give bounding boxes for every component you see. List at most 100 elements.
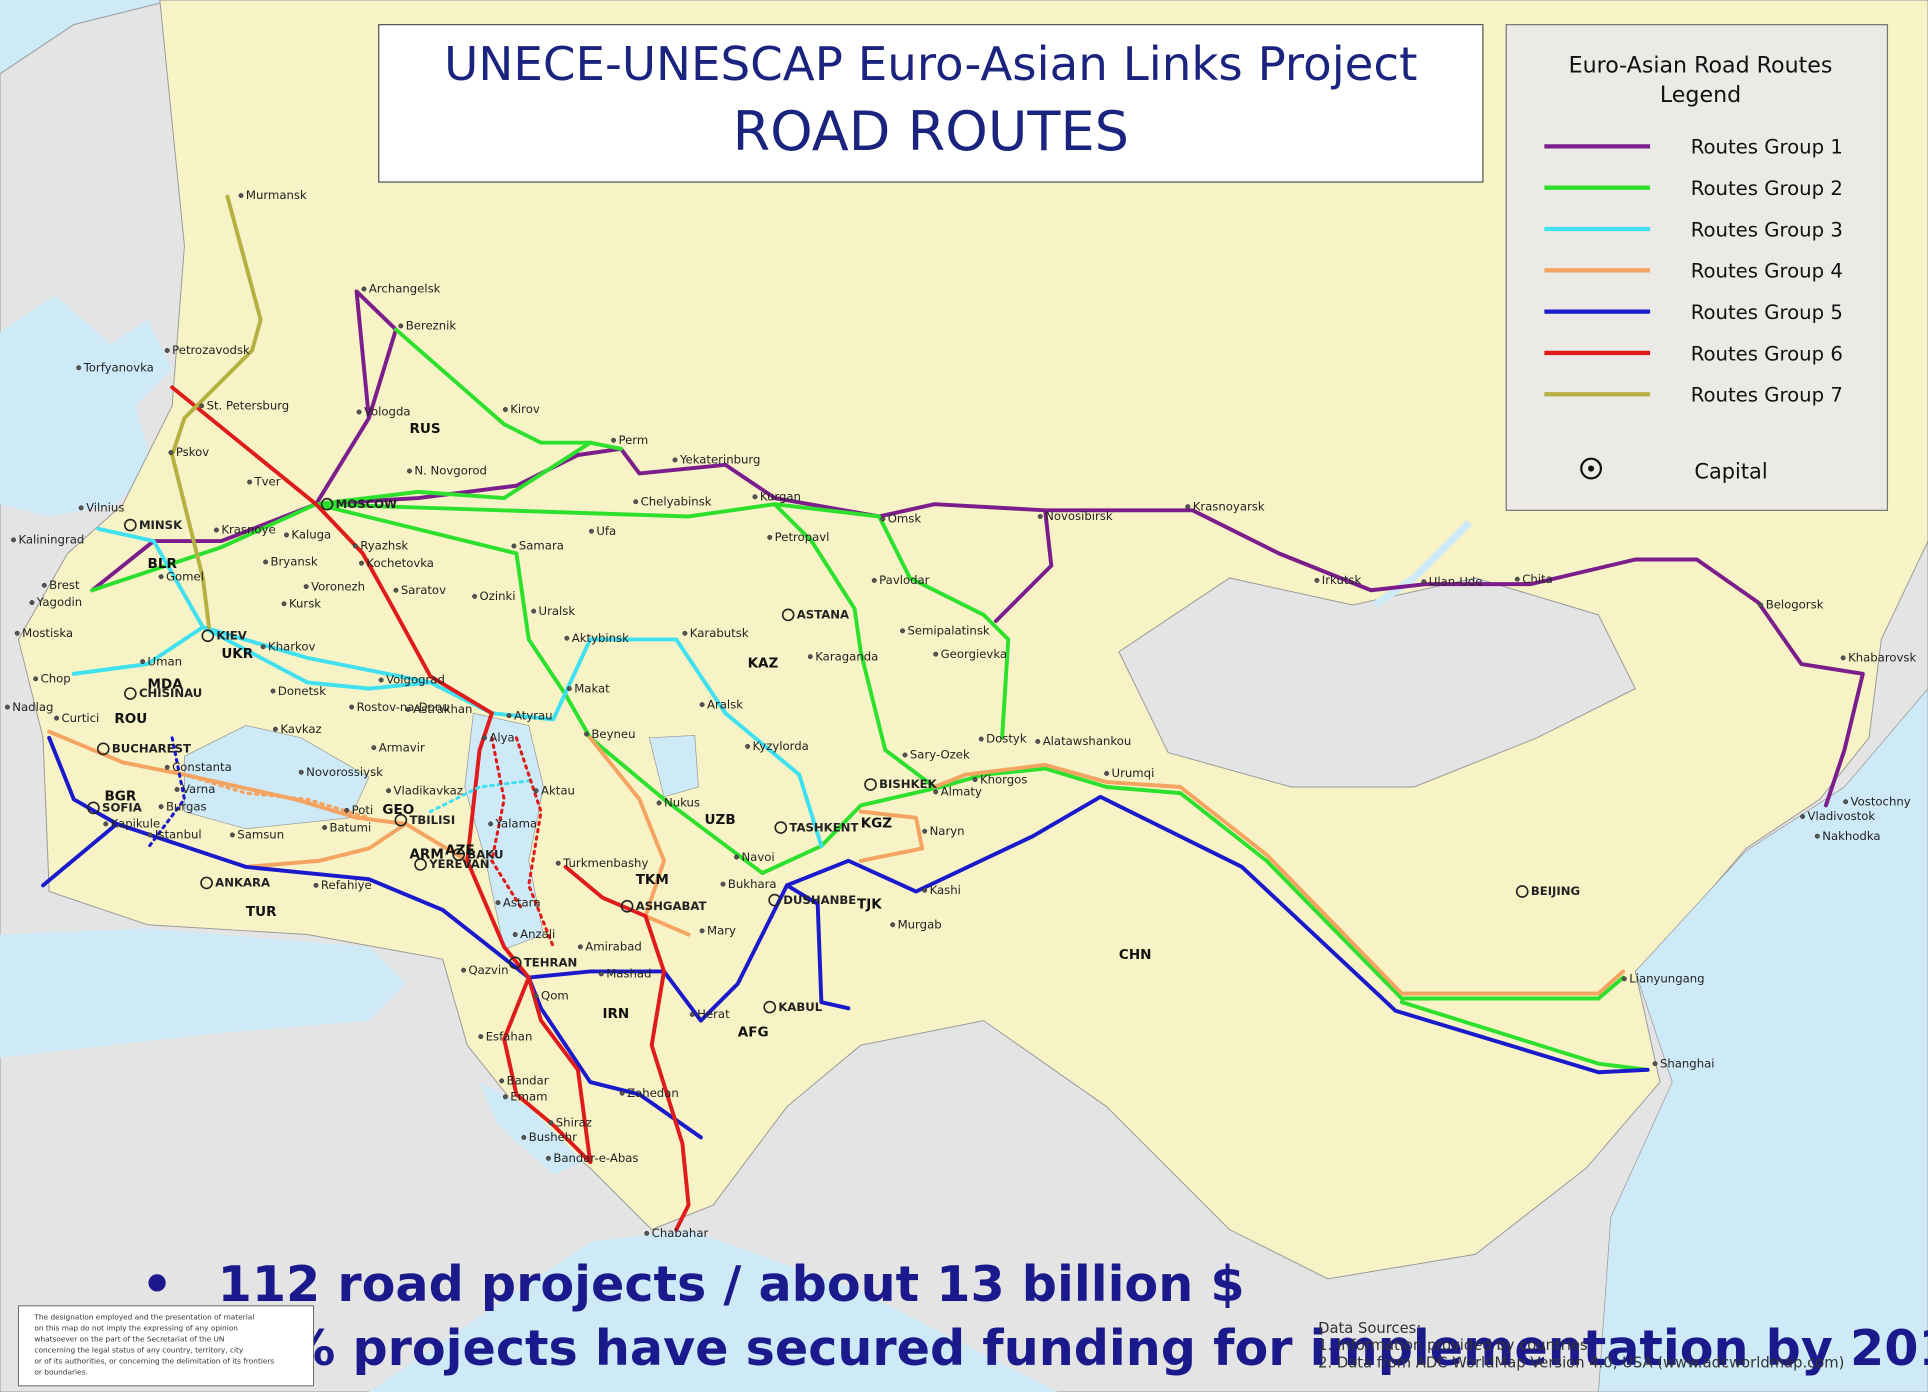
city-marker: [4, 704, 10, 710]
city-marker: [398, 323, 404, 329]
place-label: Chita: [1522, 572, 1553, 586]
city-marker: [495, 900, 501, 906]
city-marker: [699, 702, 705, 708]
place-label: Mostiska: [22, 626, 73, 640]
capital-marker: [394, 813, 408, 827]
place-label: Astrakhan: [413, 702, 472, 716]
country-label: TKM: [636, 872, 669, 888]
capital-symbol: [1580, 457, 1603, 480]
capital-marker: [763, 1000, 777, 1014]
place-label: BUCHAREST: [112, 742, 191, 756]
capital-symbol-dot: [1588, 465, 1595, 472]
city-marker: [313, 882, 319, 888]
city-marker: [633, 499, 639, 505]
place-label: Navoi: [741, 850, 774, 864]
place-label: Aralsk: [707, 697, 743, 711]
city-marker: [933, 789, 939, 795]
city-marker: [482, 735, 487, 741]
capital-marker: [96, 742, 110, 756]
country-label: UKR: [221, 646, 253, 662]
legend-title: Euro-Asian Road Routes: [1569, 53, 1833, 79]
place-label: Sary-Ozek: [910, 748, 970, 762]
city-marker: [1652, 1061, 1658, 1067]
place-label: Makat: [574, 681, 610, 695]
place-label: KABUL: [778, 1000, 822, 1014]
city-marker: [199, 403, 205, 409]
title-box: UNECE-UNESCAP Euro-Asian Links Project R…: [378, 24, 1484, 183]
route: [200, 625, 433, 691]
city-marker: [11, 537, 16, 543]
place-label: Nakhodka: [1822, 829, 1880, 843]
city-marker: [502, 1094, 508, 1100]
project-region: [17, 0, 1928, 1280]
route: [393, 327, 593, 445]
route: [314, 289, 398, 507]
sea-link: [182, 773, 371, 820]
city-marker: [386, 788, 392, 794]
place-label: Refahiye: [321, 878, 372, 892]
place-label: Batumi: [330, 820, 372, 834]
capital-marker: [1515, 885, 1529, 898]
city-marker: [260, 644, 266, 650]
place-label: ANKARA: [215, 876, 270, 890]
place-label: Krasnoyarsk: [1193, 499, 1265, 513]
place-label: Kurgan: [760, 489, 801, 503]
capital-marker: [320, 497, 334, 511]
bullet-text: 112 road projects / about 13 billion $: [218, 1255, 1245, 1313]
city-marker: [566, 686, 572, 692]
city-marker: [734, 854, 739, 860]
place-label: Bukhara: [728, 877, 777, 891]
city-marker: [272, 726, 278, 732]
country-label: CHN: [1119, 947, 1152, 963]
city-marker: [78, 505, 84, 511]
place-label: Emam: [510, 1090, 547, 1104]
place-label: Kaluga: [291, 528, 331, 542]
city-marker: [699, 928, 705, 934]
place-label: Atyrau: [514, 708, 553, 722]
routes: [41, 194, 1865, 1232]
country-label: GEO: [382, 802, 414, 818]
capital-marker: [200, 876, 213, 890]
place-label: Kochetovka: [366, 556, 434, 570]
place-label: Almaty: [941, 785, 982, 799]
city-marker: [512, 932, 518, 938]
city-marker: [103, 821, 109, 827]
route: [588, 735, 691, 937]
place-label: Samsun: [237, 828, 284, 842]
place-label: Dostyk: [986, 732, 1027, 746]
place-label: Nadlag: [12, 700, 53, 714]
country-label: MDA: [148, 677, 184, 693]
city-marker: [1514, 576, 1520, 582]
legend-frame: [1505, 24, 1889, 511]
capital-marker: [124, 518, 137, 532]
place-label: BEIJING: [1531, 884, 1580, 898]
city-marker: [1814, 833, 1820, 839]
route: [170, 385, 593, 1164]
place-label: Lianyungang: [1629, 971, 1704, 985]
bullets: • 112 road projects / about 13 billion $…: [141, 1255, 1928, 1377]
place-label: Nukus: [664, 796, 700, 810]
city-marker: [922, 887, 928, 893]
city-marker: [555, 860, 561, 866]
place-label: Kapikule: [111, 817, 160, 831]
place-label: Pskov: [176, 445, 209, 459]
place-label: ASHGABAT: [636, 899, 707, 913]
legend-label: Routes Group 3: [1691, 218, 1843, 241]
legend-label: Routes Group 5: [1691, 301, 1843, 324]
route: [994, 508, 1054, 623]
city-marker: [548, 1120, 554, 1126]
route: [71, 625, 205, 676]
city-marker: [644, 1230, 650, 1236]
city-marker: [147, 832, 153, 838]
place-label: Chabahar: [652, 1226, 709, 1240]
city-marker: [1621, 976, 1627, 982]
disclaimer-line: or boundaries.: [34, 1368, 87, 1377]
country-label: TUR: [246, 904, 277, 920]
city-marker: [499, 1078, 505, 1084]
place-label: Khorgos: [980, 772, 1027, 786]
place-label: Voronezh: [311, 579, 365, 593]
place-label: Qom: [541, 989, 569, 1003]
disclaimer-frame: [17, 1305, 315, 1387]
city-marker: [352, 543, 358, 549]
